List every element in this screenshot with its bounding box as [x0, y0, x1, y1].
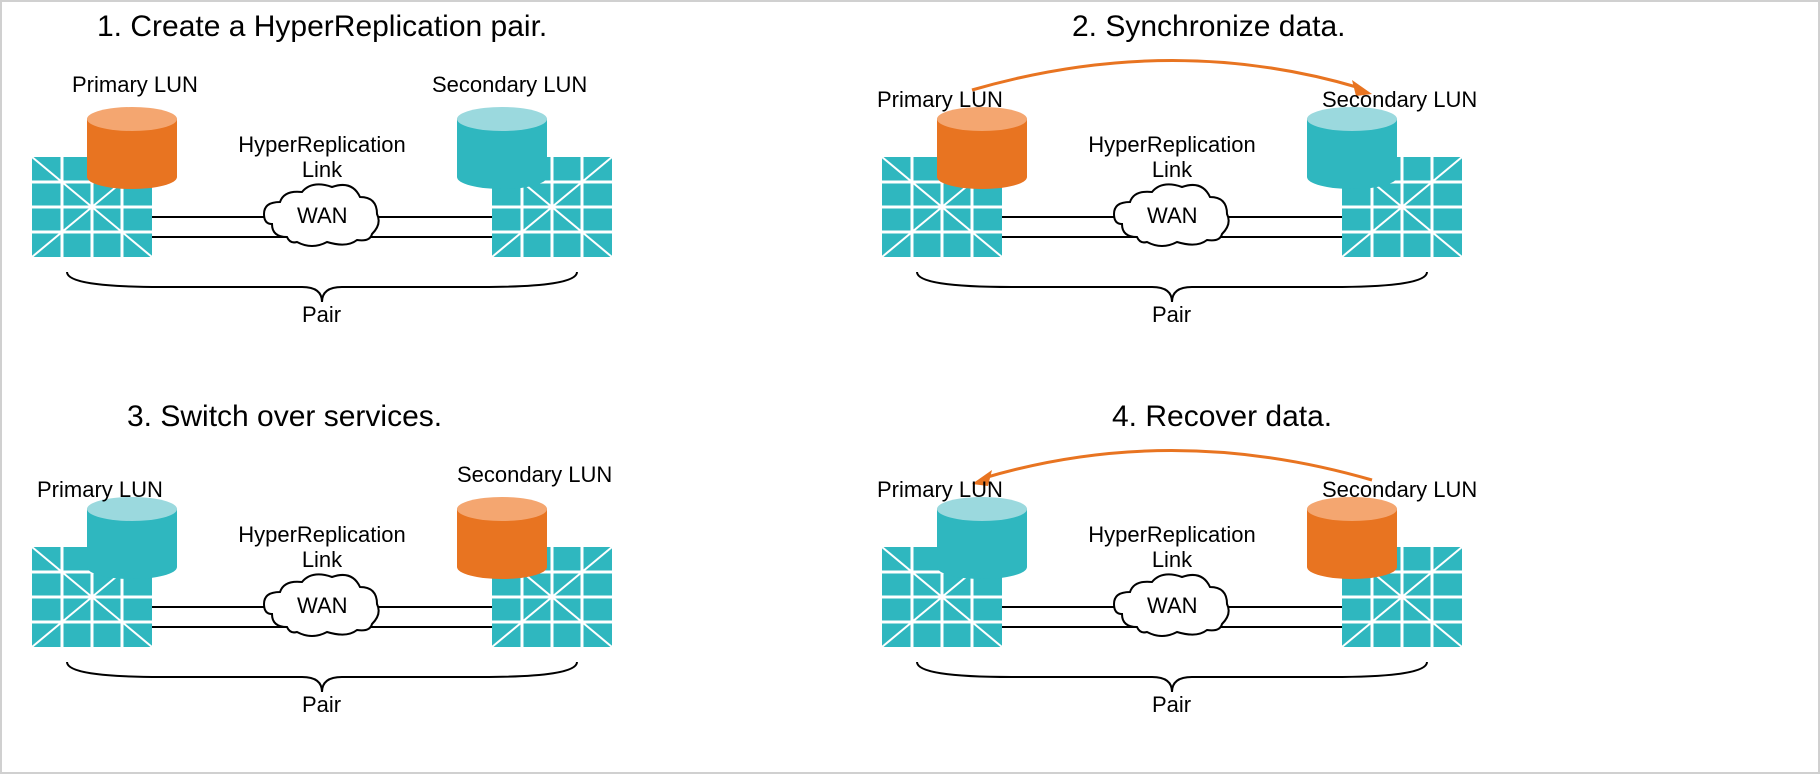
pair-brace-icon — [917, 272, 1427, 302]
pair-brace-icon — [917, 662, 1427, 692]
pair-brace-icon — [67, 662, 577, 692]
primary-lun-icon — [87, 107, 177, 189]
link-label-1: HyperReplication — [237, 132, 407, 158]
primary-lun-icon — [937, 107, 1027, 189]
secondary-lun-icon — [1307, 497, 1397, 579]
primary-lun-label: Primary LUN — [37, 477, 163, 503]
wan-label: WAN — [297, 593, 348, 619]
link-label-1: HyperReplication — [237, 522, 407, 548]
link-label-2: Link — [237, 547, 407, 573]
panel-2: 2. Synchronize data. — [852, 2, 1552, 362]
pair-brace-icon — [67, 272, 577, 302]
pair-label: Pair — [302, 692, 341, 718]
recover-arrow-icon — [972, 450, 1372, 486]
link-label-1: HyperReplication — [1087, 132, 1257, 158]
secondary-lun-label: Secondary LUN — [457, 462, 612, 488]
link-label-2: Link — [1087, 547, 1257, 573]
secondary-lun-icon — [457, 497, 547, 579]
secondary-lun-label: Secondary LUN — [1322, 477, 1477, 503]
link-label-1: HyperReplication — [1087, 522, 1257, 548]
primary-lun-label: Primary LUN — [877, 477, 1003, 503]
primary-lun-label: Primary LUN — [877, 87, 1003, 113]
panel-3-svg — [2, 392, 702, 762]
wan-label: WAN — [1147, 593, 1198, 619]
panel-4-svg — [852, 392, 1552, 762]
wan-label: WAN — [297, 203, 348, 229]
link-label-2: Link — [1087, 157, 1257, 183]
primary-lun-label: Primary LUN — [72, 72, 198, 98]
panel-1: 1. Create a HyperReplication pair. — [2, 2, 702, 362]
pair-label: Pair — [1152, 692, 1191, 718]
secondary-lun-icon — [457, 107, 547, 189]
panel-3: 3. Switch over services. — [2, 392, 702, 752]
primary-lun-icon — [87, 497, 177, 579]
link-label-2: Link — [237, 157, 407, 183]
diagram-container: 1. Create a HyperReplication pair. — [0, 0, 1820, 774]
sync-arrow-icon — [972, 60, 1372, 96]
panel-1-svg — [2, 2, 702, 372]
secondary-lun-icon — [1307, 107, 1397, 189]
pair-label: Pair — [302, 302, 341, 328]
secondary-lun-label: Secondary LUN — [432, 72, 587, 98]
secondary-lun-label: Secondary LUN — [1322, 87, 1477, 113]
primary-lun-icon — [937, 497, 1027, 579]
pair-label: Pair — [1152, 302, 1191, 328]
panel-4: 4. Recover data. — [852, 392, 1552, 752]
panel-2-svg — [852, 2, 1552, 372]
wan-label: WAN — [1147, 203, 1198, 229]
